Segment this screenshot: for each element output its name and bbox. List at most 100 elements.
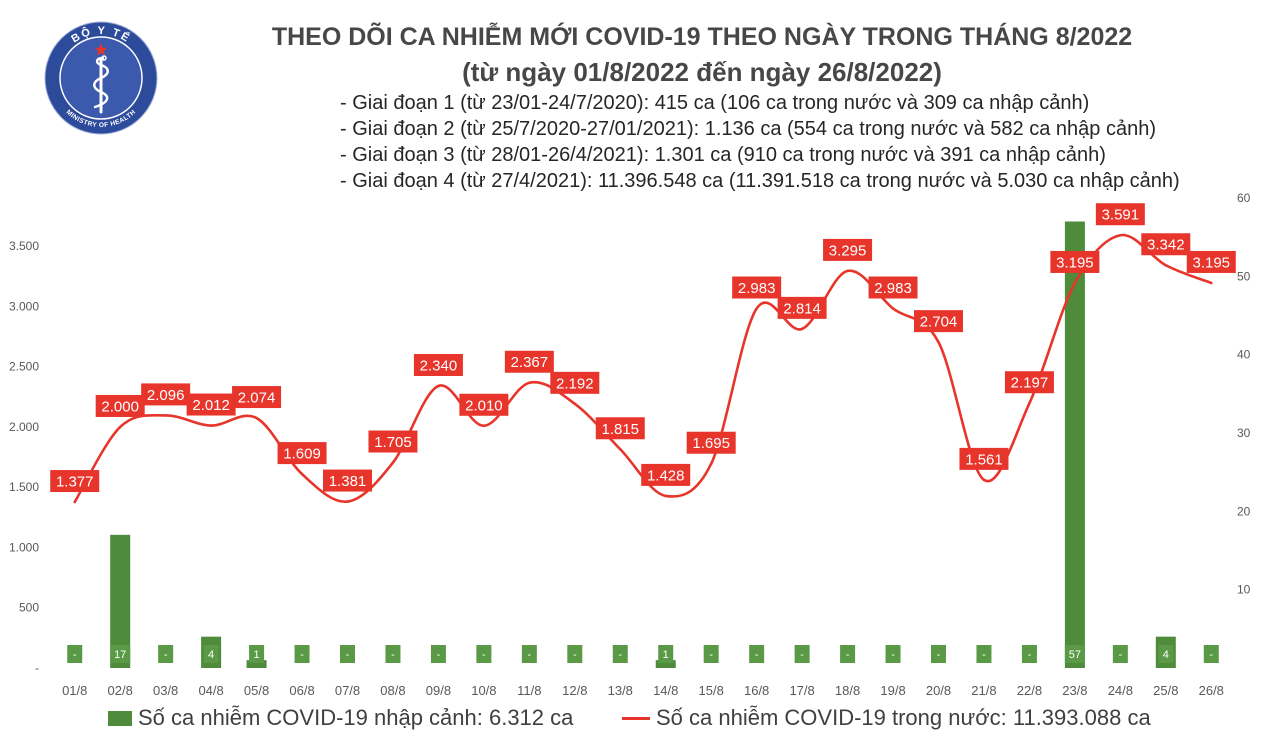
bar-value-label-box	[110, 645, 131, 663]
line-value-label-box	[868, 276, 918, 299]
left-axis-tick-label-5: 2.000	[9, 420, 39, 434]
phase-note-2: - Giai đoạn 2 (từ 25/7/2020-27/01/2021):…	[340, 118, 1156, 140]
legend-label-domestic: Số ca nhiễm COVID-19 trong nước: 11.393.…	[656, 705, 1151, 730]
bar-value-label-19: -	[885, 645, 901, 663]
line-value-label-text: 2.197	[1011, 375, 1049, 392]
right-axis-tick-label-3: 30	[1237, 426, 1251, 440]
left-axis-tick-label-6: 2.500	[9, 360, 39, 374]
right-axis-tick-label-2: 20	[1237, 504, 1251, 518]
line-value-label-26: 3.195	[1186, 250, 1236, 273]
x-tick-label-22: 22/8	[1017, 683, 1042, 698]
bar-value-label-14: 1	[658, 645, 674, 663]
bar-value-label-box	[976, 645, 992, 663]
bar-value-label-text: -	[982, 649, 986, 661]
line-value-label-16: 2.983	[732, 276, 782, 299]
bar-value-label-box	[249, 645, 265, 663]
bar-value-label-text: -	[800, 649, 804, 661]
legend-label-imported: Số ca nhiễm COVID-19 nhập cảnh: 6.312 ca	[138, 705, 574, 730]
bar-value-label-24: -	[1112, 645, 1128, 663]
line-point-12	[573, 402, 577, 406]
line-value-label-text: 2.012	[192, 397, 230, 414]
x-tick-label-14: 14/8	[653, 683, 678, 698]
line-value-label-23: 3.195	[1050, 250, 1100, 273]
x-tick-label-18: 18/8	[835, 683, 860, 698]
line-point-16	[755, 307, 758, 310]
x-tick-label-8: 08/8	[380, 683, 405, 698]
right-axis-tick-label-1: 10	[1237, 583, 1251, 597]
line-value-label-text: 2.074	[238, 390, 276, 407]
x-tick-label-6: 06/8	[289, 683, 314, 698]
bar-value-label-text: 1	[663, 649, 669, 661]
bar-value-label-text: -	[755, 649, 759, 661]
line-value-label-box	[1050, 250, 1100, 273]
bar-value-label-text: -	[528, 649, 532, 661]
line-point-23	[1073, 281, 1077, 285]
bar-value-label-box	[521, 645, 537, 663]
bar-value-label-box	[840, 645, 856, 663]
line-value-label-box	[504, 350, 554, 373]
left-axis-tick-label-3: 1.000	[9, 540, 39, 554]
line-value-label-text: 1.381	[329, 473, 367, 490]
bar-value-label-9: -	[430, 645, 446, 663]
bar-value-label-box	[1112, 645, 1128, 663]
line-value-label-7: 1.381	[323, 469, 372, 492]
bar-value-label-box	[658, 645, 674, 663]
bar-value-label-box	[476, 645, 492, 663]
line-value-label-20: 2.704	[914, 310, 963, 333]
line-point-20	[937, 340, 940, 344]
line-point-7	[346, 500, 349, 503]
bar-value-label-box	[1021, 645, 1037, 663]
x-tick-label-17: 17/8	[789, 683, 814, 698]
bar-value-label-5: 1	[249, 645, 265, 663]
line-point-10	[482, 424, 486, 428]
legend-item-domestic: Số ca nhiễm COVID-19 trong nước: 11.393.…	[622, 704, 1151, 732]
x-tick-label-16: 16/8	[744, 683, 769, 698]
line-value-label-box	[959, 447, 1009, 470]
bar-value-label-box	[430, 645, 446, 663]
bar-value-label-box	[67, 645, 83, 663]
line-value-label-box	[368, 430, 418, 453]
line-value-label-22: 2.197	[1004, 371, 1054, 394]
line-value-label-text: 3.195	[1192, 254, 1230, 271]
line-value-label-text: 1.705	[374, 434, 412, 451]
bar-value-label-box	[885, 645, 901, 663]
line-value-label-box	[777, 296, 827, 319]
bar-value-label-box	[567, 645, 583, 663]
line-value-label-box	[413, 354, 463, 376]
rod-of-asclepius-icon	[93, 55, 109, 114]
line-point-18	[846, 269, 849, 273]
line-point-24	[1119, 233, 1122, 237]
line-value-label-21: 1.561	[959, 447, 1009, 470]
line-point-11	[528, 381, 531, 385]
star-icon	[94, 43, 108, 56]
line-value-label-text: 1.561	[965, 451, 1003, 468]
bar-value-label-text: -	[573, 649, 577, 661]
x-tick-label-9: 09/8	[426, 683, 451, 698]
bar-value-label-text: -	[618, 649, 622, 661]
x-tick-label-19: 19/8	[880, 683, 905, 698]
line-value-label-14: 1.428	[641, 463, 691, 486]
left-axis-tick-label-7: 3.000	[9, 299, 39, 313]
bar-imported-14	[655, 660, 676, 668]
line-value-label-text: 2.983	[874, 280, 912, 297]
line-value-label-text: 2.096	[147, 387, 185, 404]
bar-value-label-text: 57	[1069, 649, 1081, 661]
line-value-label-box	[914, 310, 963, 333]
bar-value-label-1: -	[67, 645, 83, 663]
bar-value-label-13: -	[612, 645, 628, 663]
bar-value-label-11: -	[521, 645, 537, 663]
line-point-14	[664, 494, 668, 498]
line-value-label-text: 3.591	[1102, 207, 1140, 224]
bar-value-label-text: -	[846, 649, 850, 661]
bar-value-label-20: -	[931, 645, 946, 663]
line-value-label-1: 1.377	[50, 470, 100, 493]
line-value-label-box	[277, 442, 327, 465]
x-tick-label-23: 23/8	[1062, 683, 1087, 698]
line-value-label-text: 2.010	[465, 397, 503, 414]
phase-notes: - Giai đoạn 1 (từ 23/01-24/7/2020): 415 …	[340, 90, 1180, 194]
line-point-17	[800, 327, 804, 331]
line-value-label-box	[686, 431, 736, 454]
chart-title: THEO DÕI CA NHIỄM MỚI COVID-19 THEO NGÀY…	[271, 23, 1133, 51]
bar-imported-2	[110, 534, 131, 668]
